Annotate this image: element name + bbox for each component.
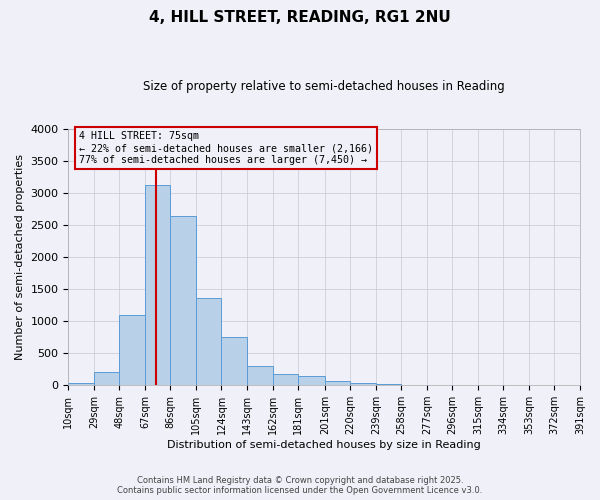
X-axis label: Distribution of semi-detached houses by size in Reading: Distribution of semi-detached houses by … [167, 440, 481, 450]
Text: 4 HILL STREET: 75sqm
← 22% of semi-detached houses are smaller (2,166)
77% of se: 4 HILL STREET: 75sqm ← 22% of semi-detac… [79, 132, 373, 164]
Bar [170, 216, 196, 385]
Bar [145, 184, 170, 385]
Bar [350, 382, 376, 385]
Bar [221, 336, 247, 385]
Bar [272, 374, 298, 385]
Bar [247, 366, 272, 385]
Title: Size of property relative to semi-detached houses in Reading: Size of property relative to semi-detach… [143, 80, 505, 93]
Bar [196, 298, 221, 385]
Bar [376, 384, 401, 385]
Y-axis label: Number of semi-detached properties: Number of semi-detached properties [15, 154, 25, 360]
Bar [119, 316, 145, 385]
Bar [325, 381, 350, 385]
Text: 4, HILL STREET, READING, RG1 2NU: 4, HILL STREET, READING, RG1 2NU [149, 10, 451, 25]
Bar [298, 376, 325, 385]
Text: Contains HM Land Registry data © Crown copyright and database right 2025.
Contai: Contains HM Land Registry data © Crown c… [118, 476, 482, 495]
Bar [68, 384, 94, 385]
Bar [94, 372, 119, 385]
